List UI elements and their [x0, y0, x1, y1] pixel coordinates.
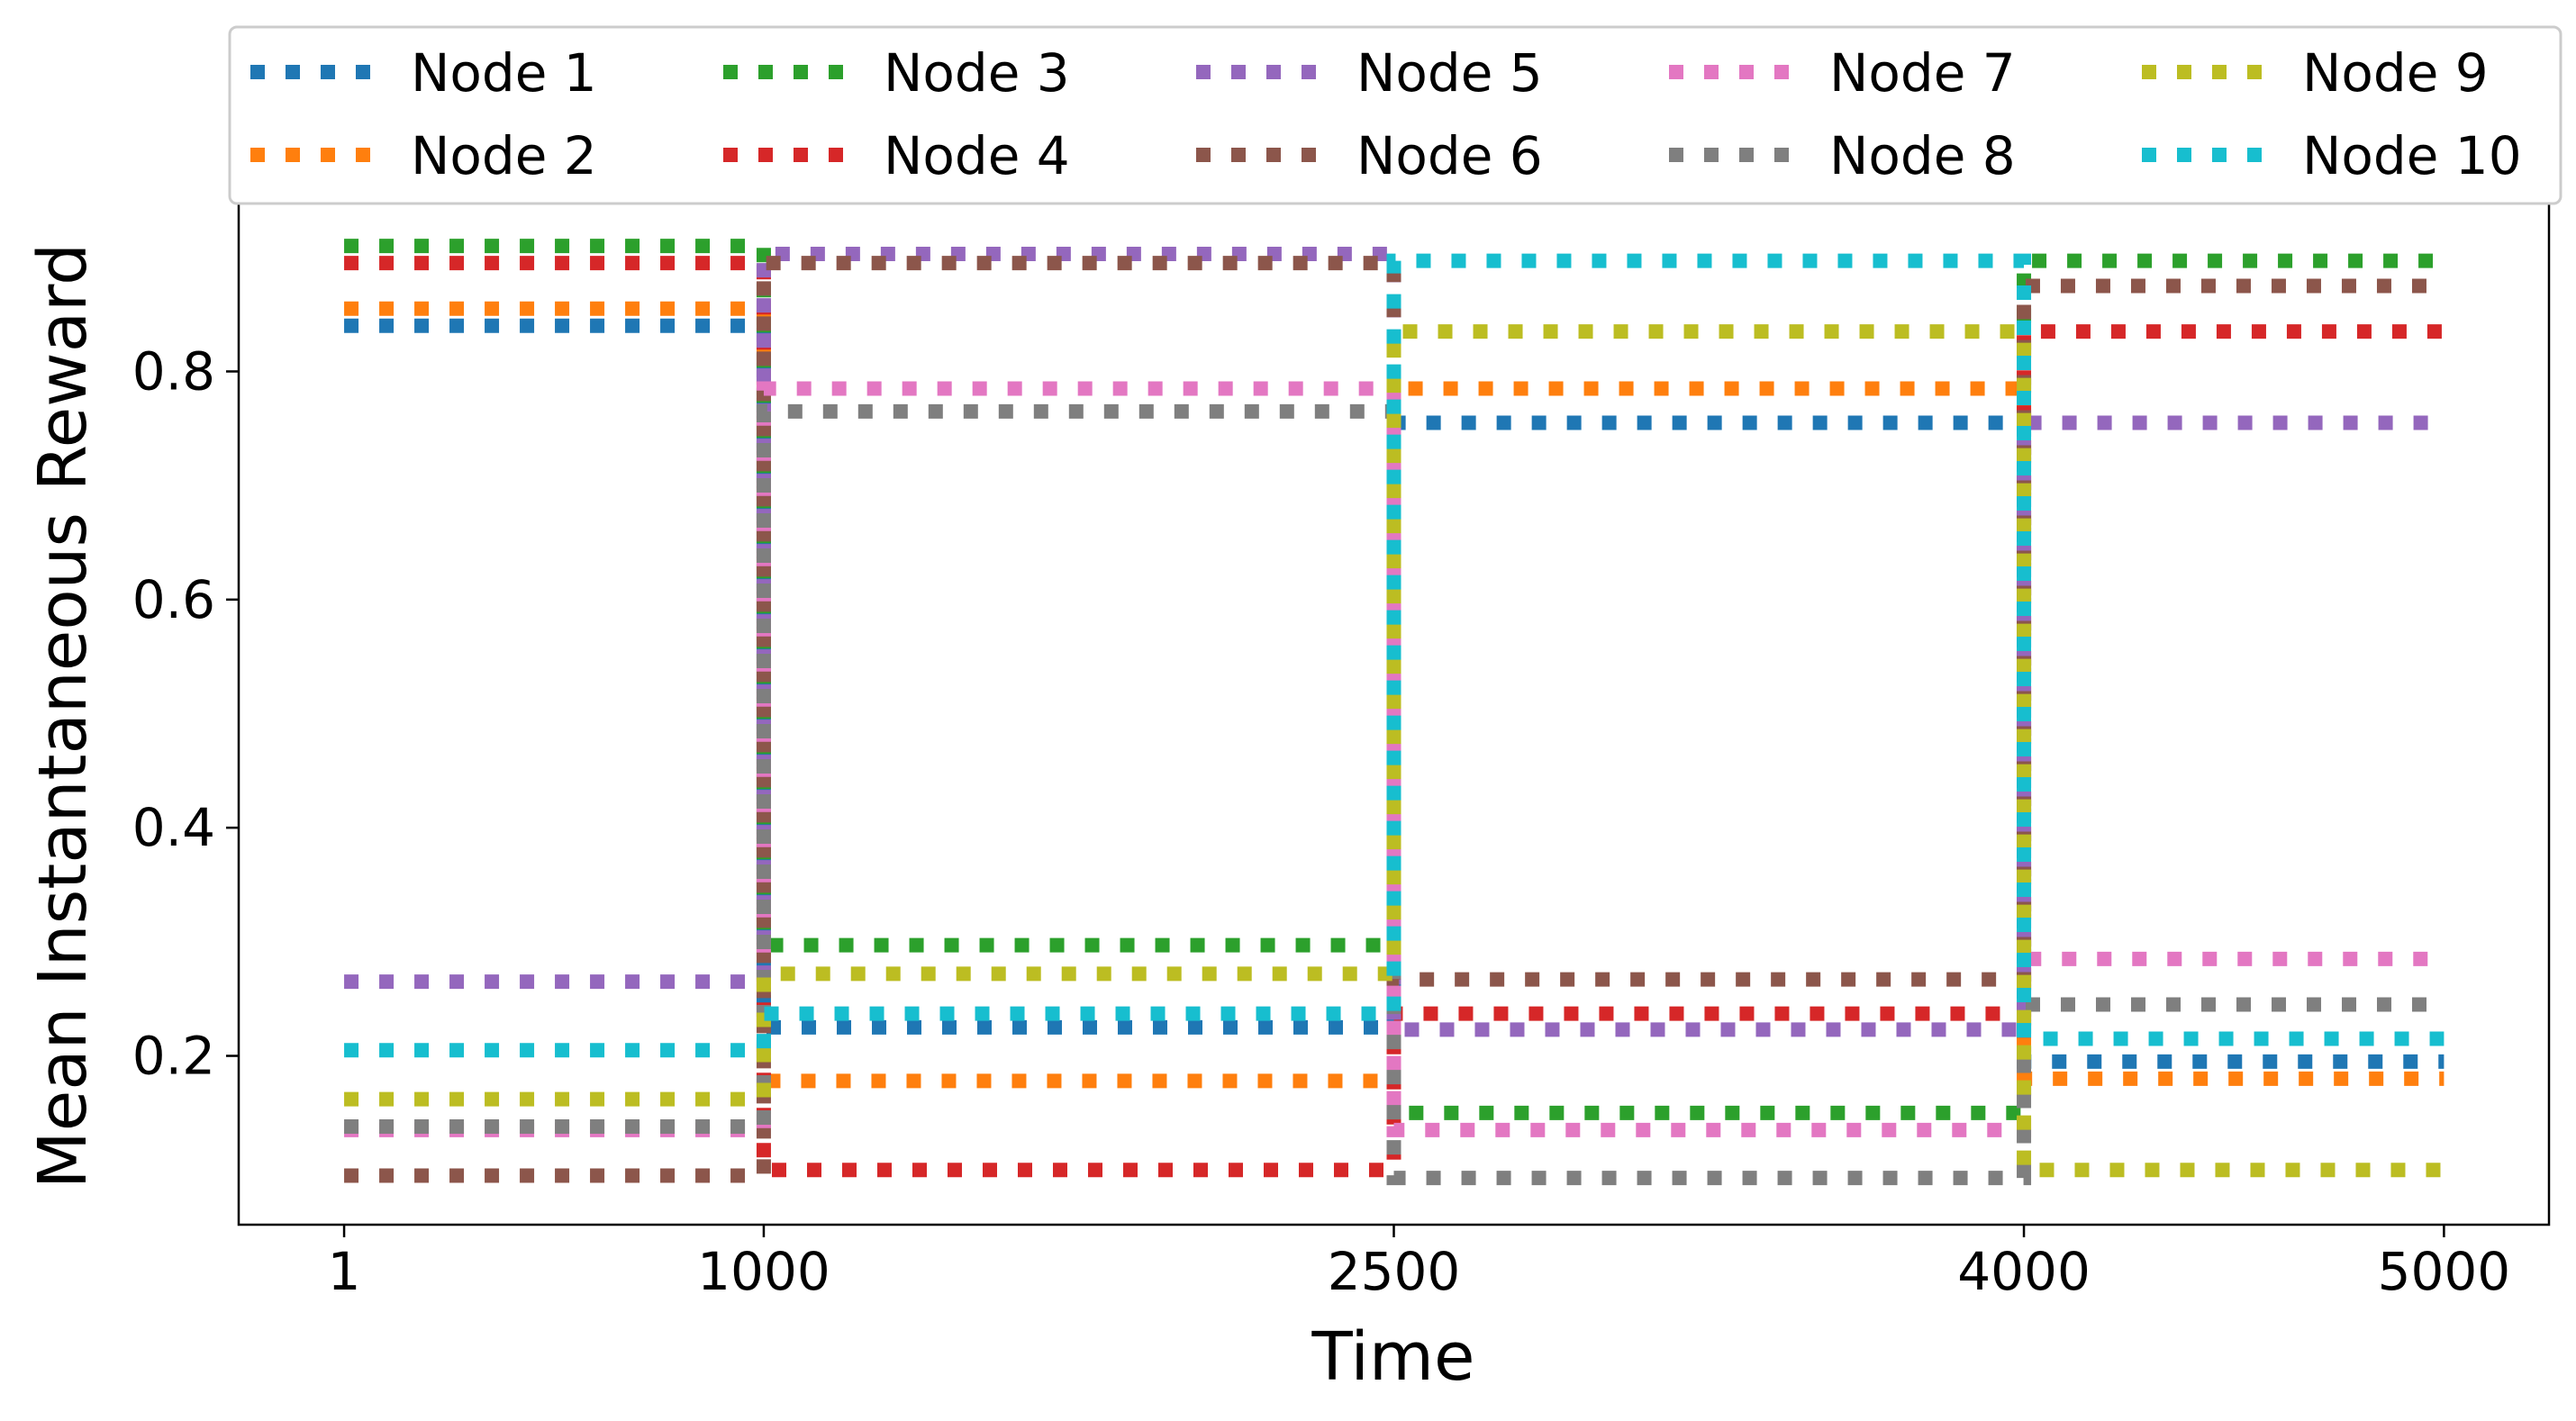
- legend-label: Node 5: [1356, 42, 1543, 104]
- y-tick-label: 0.8: [132, 340, 215, 402]
- y-tick-label: 0.6: [132, 569, 215, 630]
- x-tick-label: 1000: [697, 1241, 830, 1302]
- legend-item-node-3: Node 3: [723, 42, 1070, 104]
- legend-label: Node 9: [2302, 42, 2489, 104]
- x-tick-label: 4000: [1957, 1241, 2091, 1302]
- legend-label: Node 6: [1356, 125, 1543, 186]
- legend-item-node-2: Node 2: [250, 125, 597, 186]
- legend-item-node-9: Node 9: [2142, 42, 2489, 104]
- y-tick-label: 0.4: [132, 797, 215, 858]
- legend-label: Node 3: [884, 42, 1070, 104]
- x-tick-label: 5000: [2378, 1241, 2511, 1302]
- x-tick-label: 1: [328, 1241, 361, 1302]
- legend-item-node-6: Node 6: [1196, 125, 1543, 186]
- legend: Node 1 Node 2 Node 3 Node 4 Node 5 Node 6 Node…: [228, 25, 2562, 205]
- legend-item-node-10: Node 10: [2142, 125, 2522, 186]
- legend-item-node-5: Node 5: [1196, 42, 1543, 104]
- legend-item-node-7: Node 7: [1669, 42, 2016, 104]
- series-layer: [344, 239, 2444, 1186]
- legend-frame: [228, 25, 2562, 205]
- legend-label: Node 4: [884, 125, 1070, 186]
- legend-item-node-1: Node 1: [250, 42, 597, 104]
- x-tick-label: 2500: [1328, 1241, 1461, 1302]
- y-axis: 0.2 0.4 0.6 0.8: [132, 340, 239, 1087]
- legend-label: Node 8: [1829, 125, 2016, 186]
- x-axis: 1 1000 2500 4000 5000: [328, 1225, 2511, 1302]
- y-tick-label: 0.2: [132, 1026, 215, 1087]
- legend-item-node-4: Node 4: [723, 125, 1070, 186]
- y-axis-label: Mean Instantaneous Reward: [24, 243, 102, 1189]
- series-line-node-10: [344, 253, 2444, 1058]
- legend-label: Node 7: [1829, 42, 2016, 104]
- legend-label: Node 1: [411, 42, 597, 104]
- x-axis-label: Time: [1311, 1318, 1474, 1396]
- legend-label: Node 2: [411, 125, 597, 186]
- legend-item-node-8: Node 8: [1669, 125, 2016, 186]
- legend-label: Node 10: [2302, 125, 2522, 186]
